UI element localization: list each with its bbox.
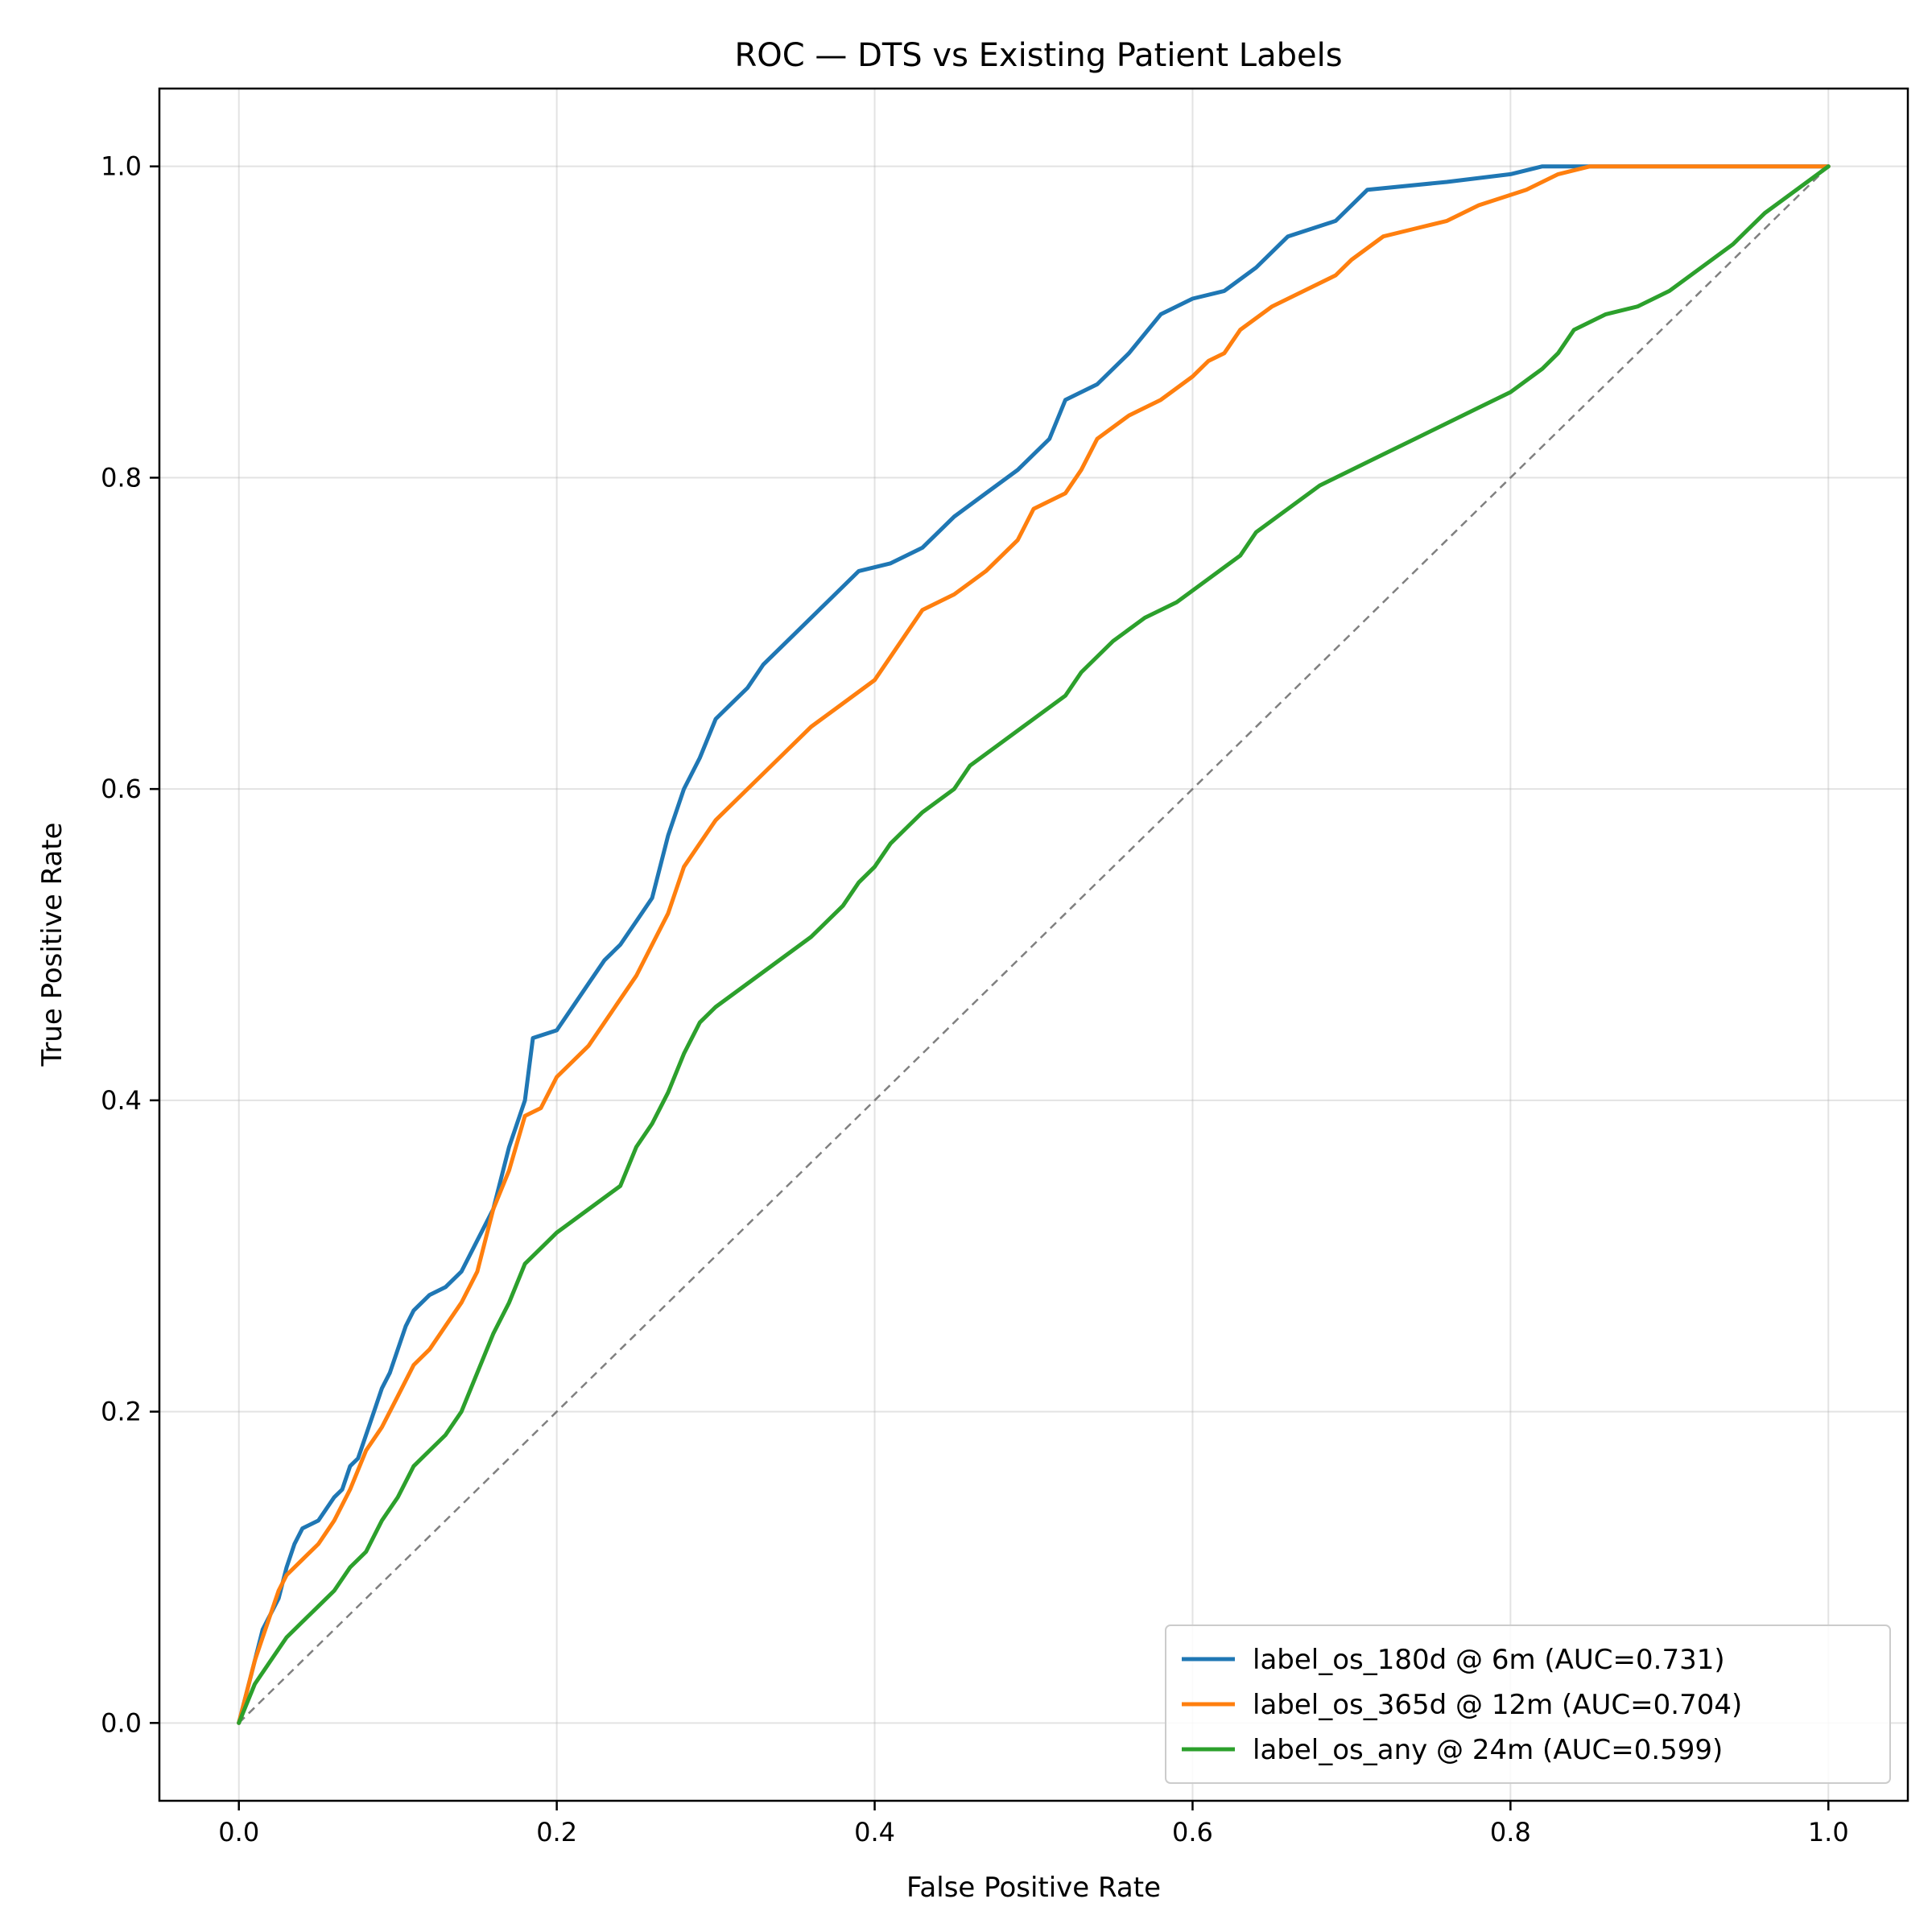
y-tick-label: 1.0 <box>101 151 142 182</box>
chart-title: ROC — DTS vs Existing Patient Labels <box>734 37 1342 74</box>
x-tick-label: 0.0 <box>218 1817 259 1847</box>
roc-curve-series-1 <box>237 164 1831 1725</box>
x-tick-label: 0.6 <box>1172 1817 1213 1847</box>
roc-curve-series-2 <box>237 164 1831 1725</box>
y-tick-label: 0.8 <box>101 462 142 493</box>
x-tick-label: 1.0 <box>1808 1817 1849 1847</box>
grid-lines <box>159 89 1908 1801</box>
legend: label_os_180d @ 6m (AUC=0.731) label_os_3… <box>1165 1624 1891 1784</box>
x-tick-label: 0.4 <box>854 1817 895 1847</box>
x-tick-label: 0.8 <box>1490 1817 1531 1847</box>
chance-reference-line <box>237 165 1830 1724</box>
series-layer <box>237 164 1831 1725</box>
axis-ticks: 0.0 0.2 0.4 0.6 0.8 1.0 0.0 0.2 0.4 0.6 0.8 1.0 <box>101 151 1849 1847</box>
y-tick-label: 0.0 <box>101 1707 142 1738</box>
y-axis-label: True Positive Rate <box>36 823 68 1067</box>
legend-entry-label: label_os_365d @ 12m (AUC=0.704) <box>1253 1689 1742 1721</box>
y-tick-label: 0.6 <box>101 774 142 804</box>
legend-entry-label: label_os_180d @ 6m (AUC=0.731) <box>1253 1644 1725 1676</box>
plot-frame <box>158 87 1909 1802</box>
legend-entry-label: label_os_any @ 24m (AUC=0.599) <box>1253 1734 1723 1766</box>
roc-curve-series-3 <box>237 164 1831 1725</box>
legend-box <box>1165 1624 1891 1784</box>
y-tick-label: 0.4 <box>101 1085 142 1116</box>
x-tick-label: 0.2 <box>536 1817 577 1847</box>
y-tick-label: 0.2 <box>101 1397 142 1427</box>
x-axis-label: False Positive Rate <box>906 1872 1161 1904</box>
